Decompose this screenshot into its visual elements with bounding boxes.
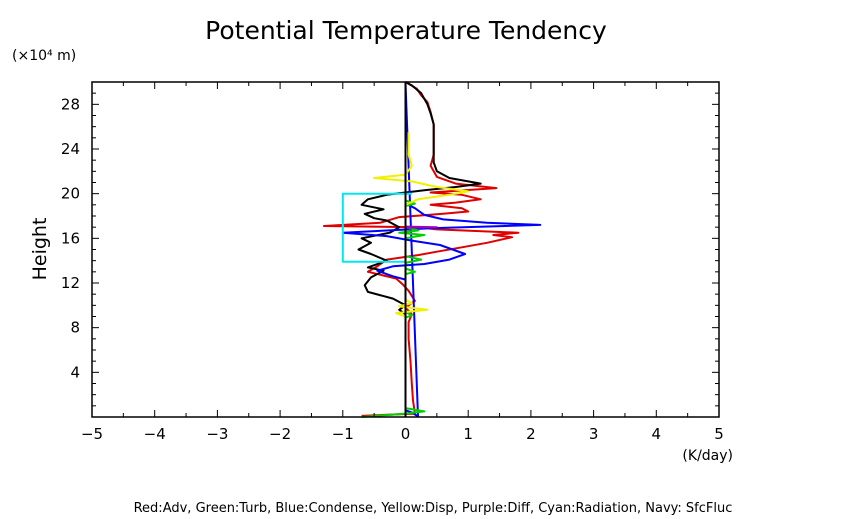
x-tick-label: 5 bbox=[714, 425, 724, 443]
x-tick-label: 3 bbox=[589, 425, 599, 443]
series-line-disp bbox=[373, 132, 470, 325]
series-line-condense bbox=[341, 82, 542, 418]
x-tick-label: 1 bbox=[463, 425, 473, 443]
series-line-adv bbox=[323, 81, 520, 417]
y-axis-label: Height bbox=[29, 218, 51, 281]
x-tick-labels: −5 −4 −3 −2 −1 0 1 2 3 4 5 bbox=[81, 425, 724, 443]
x-tick-label: −4 bbox=[144, 425, 166, 443]
y-tick-label: 12 bbox=[61, 274, 80, 292]
y-tick-label: 28 bbox=[61, 95, 80, 113]
series-line-radiation bbox=[341, 192, 412, 263]
x-tick-label: −3 bbox=[206, 425, 228, 443]
plot-frame bbox=[91, 81, 720, 418]
series-line-black bbox=[357, 81, 482, 316]
chart-title: Potential Temperature Tendency bbox=[205, 16, 607, 45]
y-tick-label: 24 bbox=[61, 140, 80, 158]
y-tick-label: 20 bbox=[61, 185, 80, 203]
x-tick-label: −5 bbox=[81, 425, 103, 443]
y-tick-label: 8 bbox=[70, 319, 80, 337]
y-tick-label: 16 bbox=[61, 229, 80, 247]
x-tick-label: 0 bbox=[401, 425, 411, 443]
y-tick-label: 4 bbox=[70, 363, 80, 381]
legend: Red:Adv, Green:Turb, Blue:Condense, Yell… bbox=[134, 501, 733, 516]
y-unit-label: (×10⁴ m) bbox=[12, 48, 76, 64]
x-tick-label: 4 bbox=[652, 425, 662, 443]
x-unit-label: (K/day) bbox=[682, 448, 733, 464]
series-line-diff bbox=[405, 225, 438, 229]
series-layer bbox=[323, 81, 542, 418]
x-tick-label: −1 bbox=[332, 425, 354, 443]
x-tick-label: 2 bbox=[526, 425, 536, 443]
x-tick-label: −2 bbox=[269, 425, 291, 443]
y-tick-labels: 4 8 12 16 20 24 28 bbox=[61, 95, 80, 381]
